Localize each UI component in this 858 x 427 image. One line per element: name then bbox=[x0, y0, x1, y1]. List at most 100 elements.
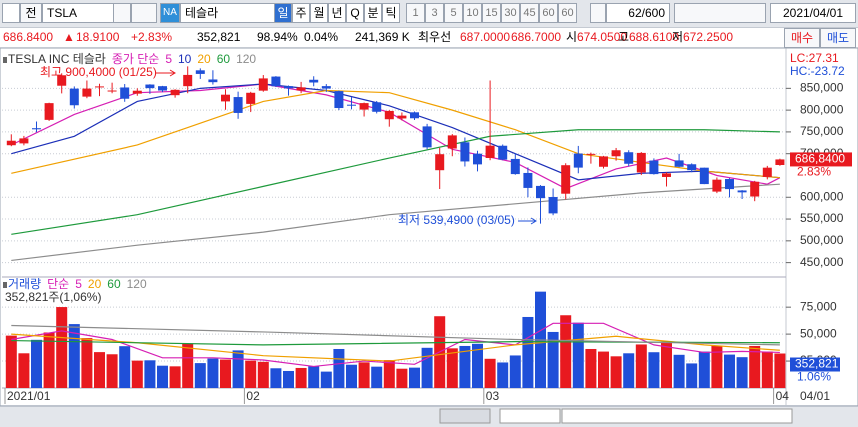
candle-body bbox=[284, 86, 293, 89]
volume-bar bbox=[484, 358, 496, 388]
scroll-thumb[interactable] bbox=[439, 408, 491, 424]
turnover: 0.04% bbox=[304, 30, 339, 44]
volume-bar bbox=[610, 356, 622, 388]
period-button[interactable]: 일 bbox=[274, 3, 292, 23]
volume-bar bbox=[270, 368, 282, 388]
volume-bar bbox=[194, 363, 206, 388]
period-button[interactable]: Q bbox=[346, 3, 364, 23]
candle-body bbox=[422, 126, 432, 148]
interval-button[interactable]: 60 bbox=[539, 3, 558, 23]
legend-entry: 20 bbox=[88, 277, 102, 291]
y-tick-label: 800,000 bbox=[800, 102, 844, 116]
y-tick-label: 550,000 bbox=[800, 211, 844, 225]
candle-body bbox=[6, 140, 16, 146]
volume-bar bbox=[409, 367, 420, 388]
volume-bar bbox=[358, 362, 370, 388]
interval-button[interactable]: 1 bbox=[406, 3, 425, 23]
legend-entry: 5 bbox=[75, 277, 82, 291]
volume-bar bbox=[31, 339, 42, 388]
period-button[interactable]: 주 bbox=[292, 3, 310, 23]
volume-bar bbox=[182, 343, 194, 388]
last-pct: 2.83% bbox=[797, 165, 831, 179]
period-button[interactable]: 틱 bbox=[382, 3, 400, 23]
candle-body bbox=[69, 88, 79, 106]
volume-bar bbox=[446, 348, 458, 388]
lc-label: LC:27.31 bbox=[790, 51, 839, 65]
legend-title: 거래량 bbox=[8, 277, 41, 291]
tool-icons[interactable] bbox=[674, 3, 766, 23]
volume-bar bbox=[547, 331, 559, 388]
candle-body bbox=[674, 160, 684, 167]
volume-bar bbox=[598, 351, 609, 388]
candle-body bbox=[397, 115, 407, 119]
interval-button[interactable]: 45 bbox=[520, 3, 539, 23]
candle-body bbox=[132, 90, 142, 94]
interval-button[interactable]: 10 bbox=[463, 3, 482, 23]
high-label: 고 bbox=[618, 30, 630, 44]
candle-body bbox=[359, 103, 369, 110]
zoom-slider[interactable] bbox=[561, 408, 793, 424]
candle-body bbox=[775, 159, 785, 166]
buy-button[interactable]: 매수 bbox=[784, 28, 820, 48]
volume-bar bbox=[220, 359, 231, 388]
candle-body bbox=[510, 158, 520, 175]
period-button[interactable]: 분 bbox=[364, 3, 382, 23]
search-icon[interactable] bbox=[113, 3, 131, 23]
candle-body bbox=[611, 150, 621, 157]
change: 18.9100 bbox=[76, 30, 120, 44]
candle-body bbox=[636, 152, 646, 173]
quote-row: 686.8400 ▲ 18.9100 +2.83% 352,821 98.94%… bbox=[0, 28, 858, 48]
period-button[interactable]: 년 bbox=[328, 3, 346, 23]
volume-bar bbox=[119, 346, 131, 388]
tab[interactable]: 전 bbox=[20, 3, 42, 23]
volume-bar bbox=[623, 353, 635, 388]
open-label: 시 bbox=[566, 30, 578, 44]
candle-body bbox=[473, 153, 482, 165]
candle-body bbox=[523, 172, 533, 188]
volume-bar bbox=[333, 348, 345, 388]
volume-bar bbox=[761, 351, 773, 388]
interval-button[interactable]: 60 bbox=[558, 3, 577, 23]
volume-bar bbox=[295, 367, 307, 388]
candle-body bbox=[183, 74, 193, 87]
volume-bar bbox=[232, 350, 244, 388]
y-tick-label: 600,000 bbox=[800, 189, 844, 203]
menu-icon[interactable] bbox=[2, 3, 20, 23]
volume-bar bbox=[698, 351, 710, 388]
interval-button[interactable]: 5 bbox=[444, 3, 463, 23]
symbol-input[interactable]: TSLA bbox=[42, 3, 114, 23]
sound-icon[interactable] bbox=[131, 3, 157, 23]
candle-body bbox=[384, 110, 394, 120]
play-controls[interactable] bbox=[499, 408, 561, 424]
interval-button[interactable]: 3 bbox=[425, 3, 444, 23]
volume-bar bbox=[585, 348, 597, 388]
date[interactable]: 2021/04/01 bbox=[770, 3, 856, 23]
spin[interactable] bbox=[590, 3, 606, 23]
candle-body bbox=[19, 138, 29, 144]
volume-bar bbox=[661, 341, 672, 388]
low-label: 최저 539,4900 (03/05) bbox=[398, 213, 515, 227]
sell-button[interactable]: 매도 bbox=[820, 28, 856, 48]
volume-bar bbox=[5, 335, 17, 388]
volume-note: 352,821주(1,06%) bbox=[5, 290, 101, 304]
legend-title: TESLA INC 테슬라 bbox=[8, 52, 106, 66]
count[interactable]: 62/600 bbox=[606, 3, 670, 23]
interval-button[interactable]: 30 bbox=[501, 3, 520, 23]
volume: 352,821 bbox=[197, 30, 241, 44]
y-tick-label: 450,000 bbox=[800, 255, 844, 269]
volume-bar bbox=[207, 358, 219, 388]
volume-bar bbox=[736, 357, 748, 388]
candle-body bbox=[561, 165, 571, 194]
candle-body bbox=[158, 86, 167, 91]
volume-bar bbox=[635, 344, 647, 388]
volume-bar bbox=[673, 354, 685, 388]
candle-body bbox=[435, 154, 445, 171]
volume-bar bbox=[308, 366, 320, 388]
volume-bar bbox=[560, 315, 572, 388]
period-button[interactable]: 월 bbox=[310, 3, 328, 23]
volume-bar bbox=[56, 307, 68, 388]
volume-bar bbox=[320, 371, 332, 388]
interval-button[interactable]: 15 bbox=[482, 3, 501, 23]
